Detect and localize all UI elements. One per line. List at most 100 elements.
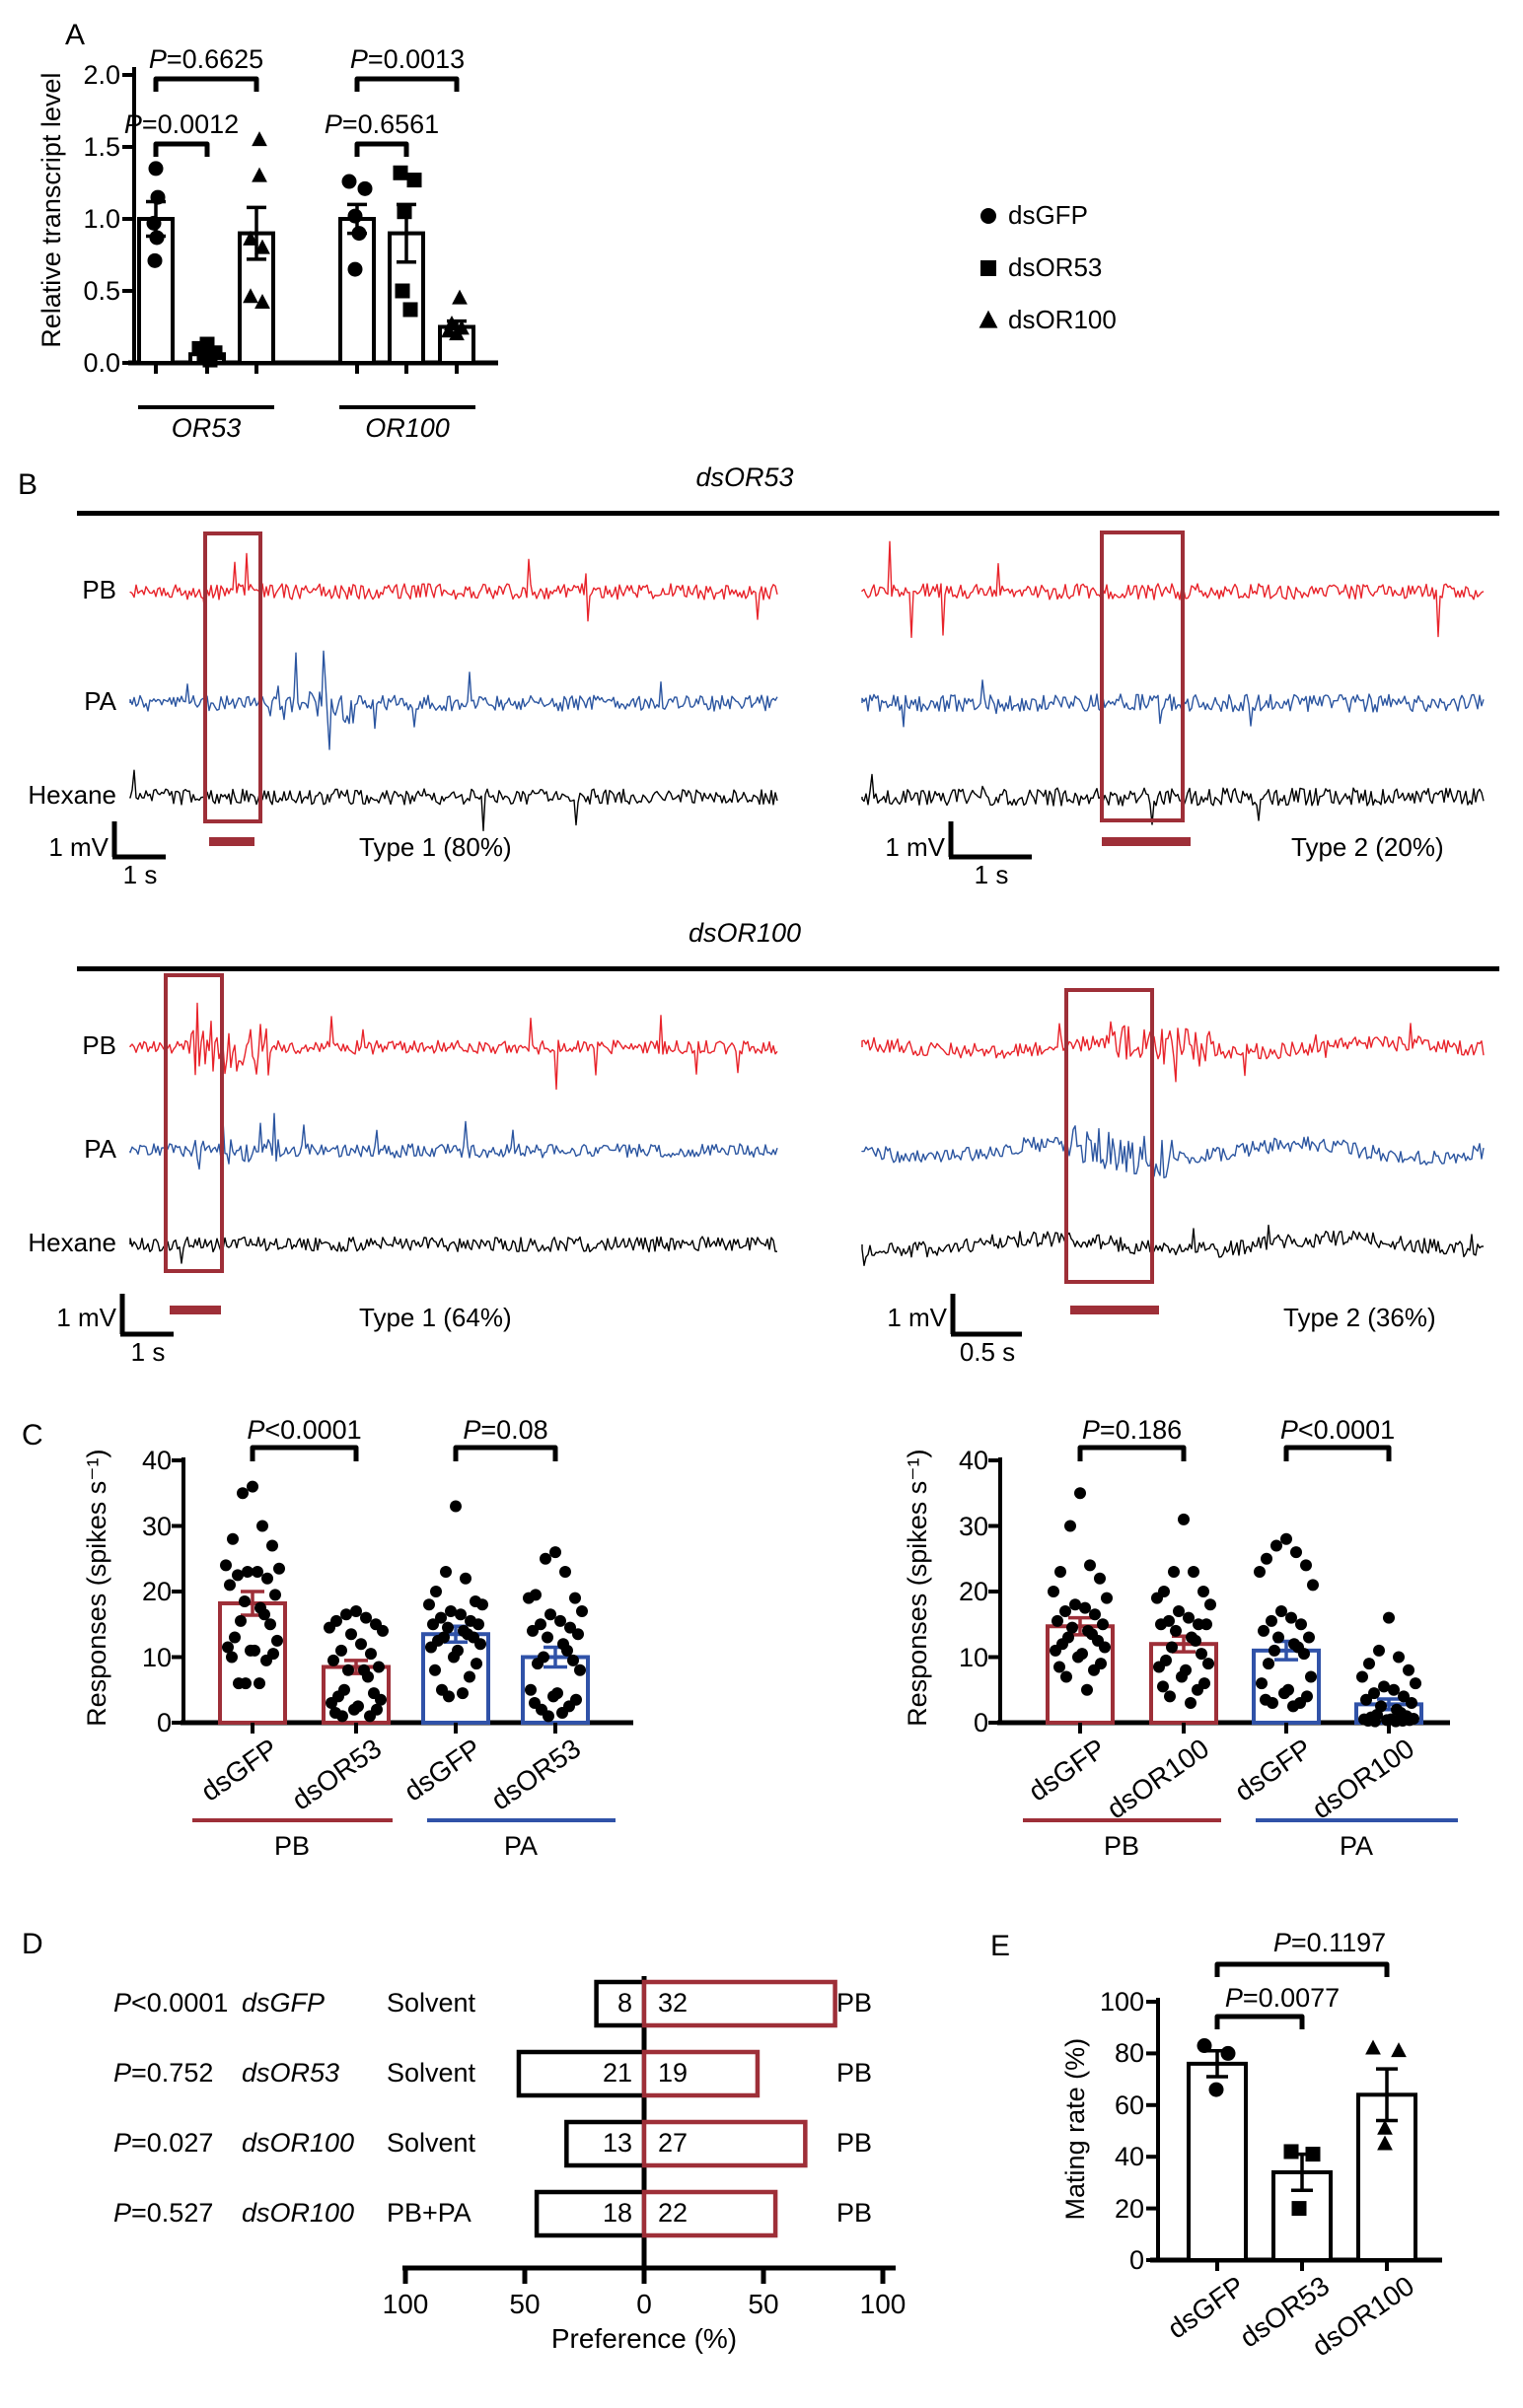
d-right-bar bbox=[641, 2189, 778, 2238]
c-data-point bbox=[269, 1589, 281, 1601]
c-data-point bbox=[342, 1664, 354, 1676]
c-data-point bbox=[1368, 1687, 1380, 1700]
d-row-left-label: Solvent bbox=[387, 2128, 476, 2158]
c-data-point bbox=[1285, 1611, 1297, 1624]
c-group-label: PA bbox=[503, 1831, 538, 1861]
e-data-point bbox=[1377, 2119, 1393, 2135]
d-right-count: 19 bbox=[658, 2058, 689, 2088]
a-y-tick-label: 2.0 bbox=[83, 60, 120, 90]
c-data-point bbox=[271, 1634, 283, 1647]
c-data-point bbox=[1410, 1677, 1421, 1690]
d-row-treatment: dsOR100 bbox=[242, 2128, 355, 2158]
e-data-point bbox=[1377, 2135, 1393, 2151]
stimulus-bar bbox=[1102, 837, 1191, 846]
c-data-point bbox=[427, 1618, 439, 1631]
c-data-point bbox=[364, 1710, 376, 1723]
c-data-point bbox=[1275, 1604, 1287, 1617]
c-y-axis-title: Responses (spikes s⁻¹) bbox=[81, 1449, 111, 1727]
a-data-point bbox=[397, 204, 412, 220]
d-x-axis-title: Preference (%) bbox=[550, 2323, 738, 2354]
legend-item-label: dsGFP bbox=[1008, 200, 1088, 230]
c-data-point bbox=[435, 1611, 447, 1624]
recording-trace bbox=[129, 650, 778, 750]
c-data-point bbox=[1266, 1614, 1277, 1627]
d-row-treatment: dsGFP bbox=[242, 1988, 326, 2018]
b-trace-label: PA bbox=[84, 686, 116, 716]
c-data-point bbox=[340, 1608, 352, 1621]
a-data-point bbox=[149, 230, 165, 246]
c-y-tick-label: 0 bbox=[973, 1708, 988, 1737]
c-data-point bbox=[1363, 1658, 1375, 1670]
c-data-point bbox=[1303, 1631, 1315, 1644]
e-data-point bbox=[1365, 2039, 1381, 2055]
a-data-point bbox=[402, 302, 418, 318]
c-data-point bbox=[547, 1690, 559, 1703]
c-data-point bbox=[1272, 1631, 1284, 1644]
c-data-point bbox=[554, 1614, 566, 1627]
b-scale-time-label: 0.5 s bbox=[959, 1337, 1016, 1367]
c-data-point bbox=[574, 1664, 586, 1676]
d-right-count: 27 bbox=[658, 2128, 689, 2158]
a-y-tick-label: 1.5 bbox=[83, 132, 120, 162]
c-data-point bbox=[525, 1683, 537, 1696]
c-data-point bbox=[455, 1608, 467, 1621]
c-data-point bbox=[1280, 1532, 1292, 1545]
c-data-point bbox=[324, 1621, 335, 1634]
c-data-point bbox=[1200, 1618, 1212, 1631]
c-data-point bbox=[576, 1604, 588, 1617]
c-data-point bbox=[1069, 1598, 1081, 1611]
b-scale-time-label: 1 s bbox=[130, 1337, 166, 1367]
c-data-point bbox=[235, 1614, 247, 1627]
d-left-count: 21 bbox=[602, 2058, 632, 2088]
recording-trace bbox=[861, 1021, 1485, 1083]
c-data-point bbox=[1403, 1664, 1414, 1676]
c-data-point bbox=[1393, 1651, 1405, 1664]
stimulus-window-box bbox=[203, 531, 262, 823]
a-data-point bbox=[252, 167, 267, 182]
panel-d-label: D bbox=[22, 1928, 43, 1960]
c-data-point bbox=[556, 1707, 568, 1720]
c-data-point bbox=[355, 1638, 367, 1651]
b-section-title: dsOR53 bbox=[695, 462, 794, 492]
e-data-point bbox=[1208, 2082, 1224, 2097]
c-data-point bbox=[1052, 1614, 1063, 1627]
c-data-point bbox=[1185, 1697, 1197, 1710]
stimulus-bar bbox=[1070, 1306, 1159, 1314]
b-scale-time-label: 1 s bbox=[974, 860, 1009, 889]
c-data-point bbox=[1064, 1520, 1076, 1532]
c-data-point bbox=[1089, 1608, 1101, 1621]
c-data-point bbox=[445, 1604, 457, 1617]
c-data-point bbox=[1164, 1690, 1176, 1703]
a-data-point bbox=[146, 215, 162, 231]
b-type-label: Type 2 (20%) bbox=[1291, 832, 1444, 862]
c-data-point bbox=[442, 1621, 454, 1634]
recording-trace bbox=[861, 679, 1485, 728]
c-data-point bbox=[1072, 1651, 1084, 1664]
c-data-point bbox=[448, 1651, 460, 1664]
a-data-point bbox=[252, 131, 267, 147]
c-data-point bbox=[472, 1618, 484, 1631]
a-data-point bbox=[395, 283, 410, 299]
c-data-point bbox=[1390, 1715, 1402, 1728]
c-data-point bbox=[266, 1539, 278, 1552]
c-data-point bbox=[1254, 1566, 1266, 1579]
c-data-point bbox=[1398, 1690, 1410, 1703]
significance-bracket bbox=[1283, 1445, 1392, 1461]
b-trace-label: Hexane bbox=[28, 780, 116, 810]
c-group-label: PB bbox=[273, 1831, 311, 1861]
c-data-point bbox=[232, 1569, 244, 1582]
significance-bracket bbox=[1214, 2014, 1305, 2029]
a-data-point bbox=[347, 208, 363, 224]
c-data-point bbox=[425, 1641, 437, 1654]
c-data-point bbox=[373, 1661, 385, 1673]
c-data-point bbox=[336, 1710, 348, 1723]
c-data-point bbox=[1383, 1611, 1395, 1624]
c-p-value: P<0.0001 bbox=[247, 1415, 362, 1445]
d-row-right-label: PB bbox=[836, 2058, 873, 2088]
b-trace-label: PB bbox=[82, 575, 116, 604]
c-data-point bbox=[430, 1586, 442, 1597]
a-data-point bbox=[148, 161, 164, 177]
a-data-point bbox=[147, 252, 163, 268]
c-data-point bbox=[1196, 1648, 1207, 1661]
